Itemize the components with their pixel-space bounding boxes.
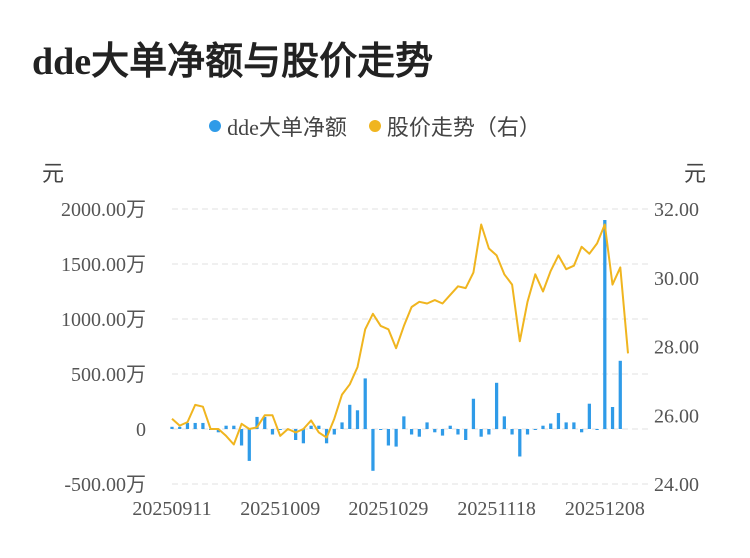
- legend-item-dde[interactable]: dde大单净额: [209, 110, 347, 142]
- dde-bar: [239, 429, 244, 446]
- dde-bar: [294, 429, 298, 440]
- dde-bar: [595, 429, 599, 430]
- dde-bar: [433, 429, 437, 433]
- dde-bar: [610, 407, 615, 429]
- dde-bar: [355, 410, 360, 429]
- left-tick-label: -500.00万: [64, 474, 146, 496]
- right-tick-label: 26.00: [654, 405, 699, 427]
- dde-bar: [379, 429, 383, 430]
- dde-bar: [587, 403, 591, 429]
- dde-bar: [572, 422, 576, 429]
- legend-label-price: 股价走势（右）: [386, 115, 541, 140]
- dde-bar: [471, 398, 476, 429]
- dde-bar: [301, 429, 306, 444]
- dde-bar: [270, 429, 275, 435]
- price-line: [171, 223, 629, 446]
- right-tick-label: 28.00: [654, 337, 699, 359]
- dde-bar: [185, 422, 190, 429]
- dde-bar: [232, 425, 236, 429]
- dde-bar: [456, 429, 460, 435]
- x-tick-label: 20251029: [348, 498, 428, 520]
- dde-bar: [263, 416, 267, 429]
- dde-bar: [386, 429, 391, 446]
- dde-bar: [618, 360, 622, 429]
- dde-bar: [317, 425, 321, 429]
- dde-bar: [201, 422, 205, 429]
- dde-bar: [216, 429, 220, 433]
- dde-bar: [425, 422, 429, 429]
- dde-bar: [525, 429, 530, 435]
- dde-bar: [549, 423, 553, 429]
- dde-bar: [603, 220, 607, 429]
- dde-bar: [448, 425, 452, 429]
- left-tick-label: 0: [136, 419, 146, 441]
- dde-bar: [193, 422, 197, 429]
- dde-bar: [170, 426, 174, 429]
- dde-bar: [564, 422, 568, 429]
- dde-bar: [332, 429, 336, 435]
- legend-item-price[interactable]: 股价走势（右）: [368, 110, 541, 142]
- x-tick-label: 20251208: [565, 498, 645, 520]
- dde-bar: [502, 416, 506, 429]
- x-tick-label: 20251009: [240, 498, 320, 520]
- dde-bar: [487, 429, 491, 435]
- left-tick-label: 1000.00万: [61, 309, 146, 331]
- dde-bar: [417, 429, 421, 437]
- dde-bar: [510, 429, 514, 435]
- legend: dde大单净额 股价走势（右）: [0, 110, 750, 142]
- dde-bar: [255, 416, 259, 429]
- right-tick-label: 32.00: [654, 199, 699, 221]
- dde-bar: [247, 429, 251, 461]
- right-tick-label: 24.00: [654, 474, 699, 496]
- dde-bar: [533, 429, 537, 430]
- left-tick-label: 1500.00万: [61, 254, 146, 276]
- dde-bar: [394, 429, 398, 447]
- dde-bar: [178, 426, 182, 429]
- dde-bar: [556, 413, 561, 429]
- dde-bar: [402, 416, 406, 429]
- dde-bar: [580, 429, 584, 433]
- dde-bar: [309, 425, 313, 429]
- left-axis-unit: 元: [42, 161, 65, 186]
- dde-bar: [348, 404, 352, 429]
- x-tick-label: 20251118: [457, 498, 536, 520]
- right-tick-label: 30.00: [654, 268, 699, 290]
- dde-bar: [363, 378, 367, 429]
- dde-bar: [464, 429, 468, 440]
- dde-bar: [278, 429, 282, 430]
- dde-bar: [371, 429, 375, 471]
- dde-bar: [224, 425, 228, 429]
- left-tick-label: 2000.00万: [61, 199, 146, 221]
- legend-dot-price: [368, 120, 381, 132]
- dde-bar: [541, 425, 545, 429]
- left-tick-label: 500.00万: [71, 364, 146, 386]
- dde-bar: [479, 429, 483, 437]
- legend-dot-dde: [209, 120, 222, 132]
- chart-title: dde大单净额与股价走势: [32, 41, 434, 83]
- dde-bar: [340, 422, 344, 429]
- dde-bar: [518, 429, 522, 457]
- right-axis-unit: 元: [684, 161, 707, 186]
- dde-bar: [409, 429, 414, 435]
- x-tick-label: 20250911: [132, 498, 211, 520]
- dde-bar: [494, 382, 499, 429]
- dde-bar: [440, 429, 445, 436]
- legend-label-dde: dde大单净额: [227, 115, 347, 140]
